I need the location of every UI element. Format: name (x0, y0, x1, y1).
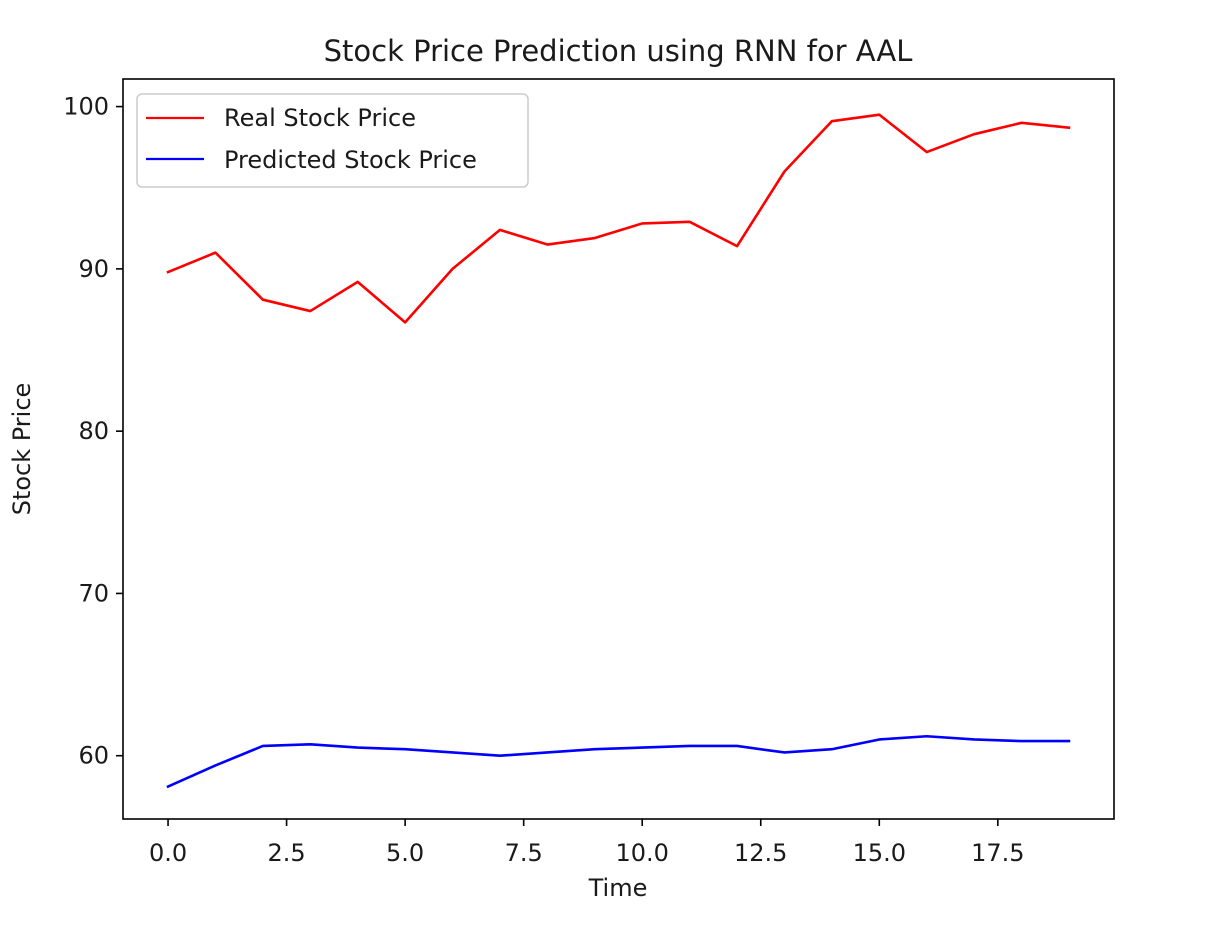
legend-label-predicted: Predicted Stock Price (224, 146, 477, 174)
legend: Real Stock Price Predicted Stock Price (136, 93, 529, 188)
x-tick-label: 15.0 (853, 839, 906, 867)
x-axis-label: Time (588, 874, 648, 902)
series-line-real (166, 113, 1071, 324)
x-tick-label: 12.5 (734, 839, 787, 867)
y-tick-label: 90 (78, 255, 109, 283)
legend-box (136, 93, 529, 188)
x-tick-label: 10.0 (615, 839, 668, 867)
y-tick-label: 100 (63, 93, 109, 121)
x-tick-label: 0.0 (149, 839, 187, 867)
chart-title: Stock Price Prediction using RNN for AAL (324, 34, 913, 68)
x-tick-label: 7.5 (505, 839, 543, 867)
x-tick-label: 2.5 (268, 839, 306, 867)
series-line-predicted (166, 734, 1071, 789)
plot-area (122, 78, 1115, 820)
y-axis: 60 70 80 90 100 (63, 93, 123, 770)
x-tick-label: 5.0 (386, 839, 424, 867)
y-tick-label: 80 (78, 417, 109, 445)
series-lines (166, 113, 1071, 789)
plot-frame (122, 78, 1115, 820)
legend-label-real: Real Stock Price (224, 104, 416, 132)
y-axis-label: Stock Price (8, 383, 36, 516)
y-tick-label: 60 (78, 742, 109, 770)
y-tick-label: 70 (78, 579, 109, 607)
x-axis: 0.0 2.5 5.0 7.5 10.0 12.5 15.0 17.5 (149, 819, 1025, 867)
x-tick-label: 17.5 (971, 839, 1024, 867)
